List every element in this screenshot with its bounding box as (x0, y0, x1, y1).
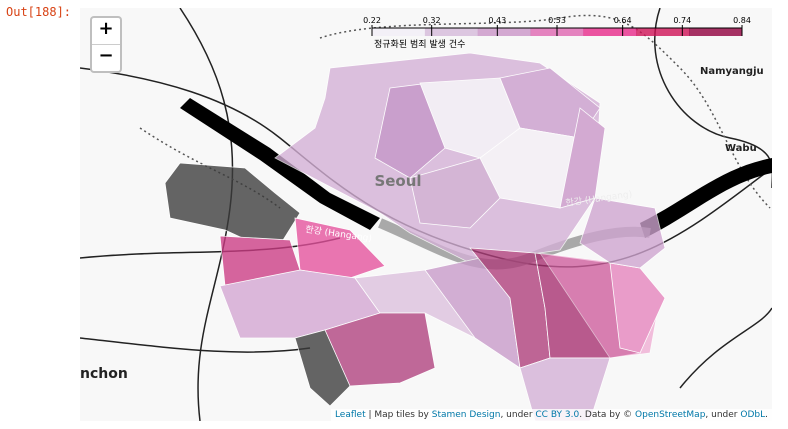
text: . Data by © (579, 410, 636, 420)
place-label: Namyangju (700, 66, 764, 77)
legend-tick-label: 0.32 (423, 16, 441, 25)
legend-tick-label: 0.43 (488, 16, 506, 25)
link[interactable]: CC BY 3.0 (535, 410, 580, 420)
legend-swatch (583, 28, 637, 36)
link[interactable]: Stamen Design (431, 410, 501, 420)
legend-tick-label: 0.74 (673, 16, 691, 25)
districts (164, 52, 666, 421)
text: , under (705, 410, 741, 420)
legend-swatch (372, 28, 426, 36)
zoom-control: + − (90, 16, 122, 73)
link[interactable]: Leaflet (334, 410, 366, 420)
legend-swatch (477, 28, 532, 36)
place-label: nchon (80, 366, 128, 382)
legend-tick-label: 0.53 (548, 16, 566, 25)
river (640, 158, 772, 238)
text: | Map tiles by (365, 410, 432, 420)
legend-tick-label: 0.22 (363, 16, 381, 25)
place-label: Wabu (725, 143, 757, 154)
zoom-out[interactable]: − (92, 44, 120, 71)
legend: 0.22 0.32 0.43 0.53 0.64 0.74 0.84 정규화된 범죄 발생 건… (363, 16, 751, 50)
legend-tick-label: 0.84 (733, 16, 751, 25)
legend-swatch (424, 28, 479, 36)
map[interactable]: Seoul 한강 (Hangang) 한강 (Hangang) Namyangj… (80, 8, 772, 421)
map-layer: Seoul 한강 (Hangang) 한강 (Hangang) Namyangj… (80, 8, 772, 421)
zoom-in[interactable]: + (98, 18, 114, 39)
text: , under (500, 410, 536, 420)
output-prompt: Out[188]: (6, 5, 72, 19)
link[interactable]: OpenStreetMap (635, 410, 706, 420)
legend-tick-label: 0.64 (614, 16, 632, 25)
legend-caption: 정규화된 범죄 발생 건수 (374, 38, 465, 50)
borders (139, 14, 771, 209)
legend-swatch (689, 28, 743, 36)
place-label: Seoul (374, 172, 421, 190)
legend-swatch (636, 28, 690, 36)
river (180, 98, 380, 230)
link[interactable]: ODbL (740, 410, 766, 420)
text: . (765, 410, 768, 420)
attribution: Leaflet | Map tiles by Stamen Design, un… (330, 409, 772, 421)
